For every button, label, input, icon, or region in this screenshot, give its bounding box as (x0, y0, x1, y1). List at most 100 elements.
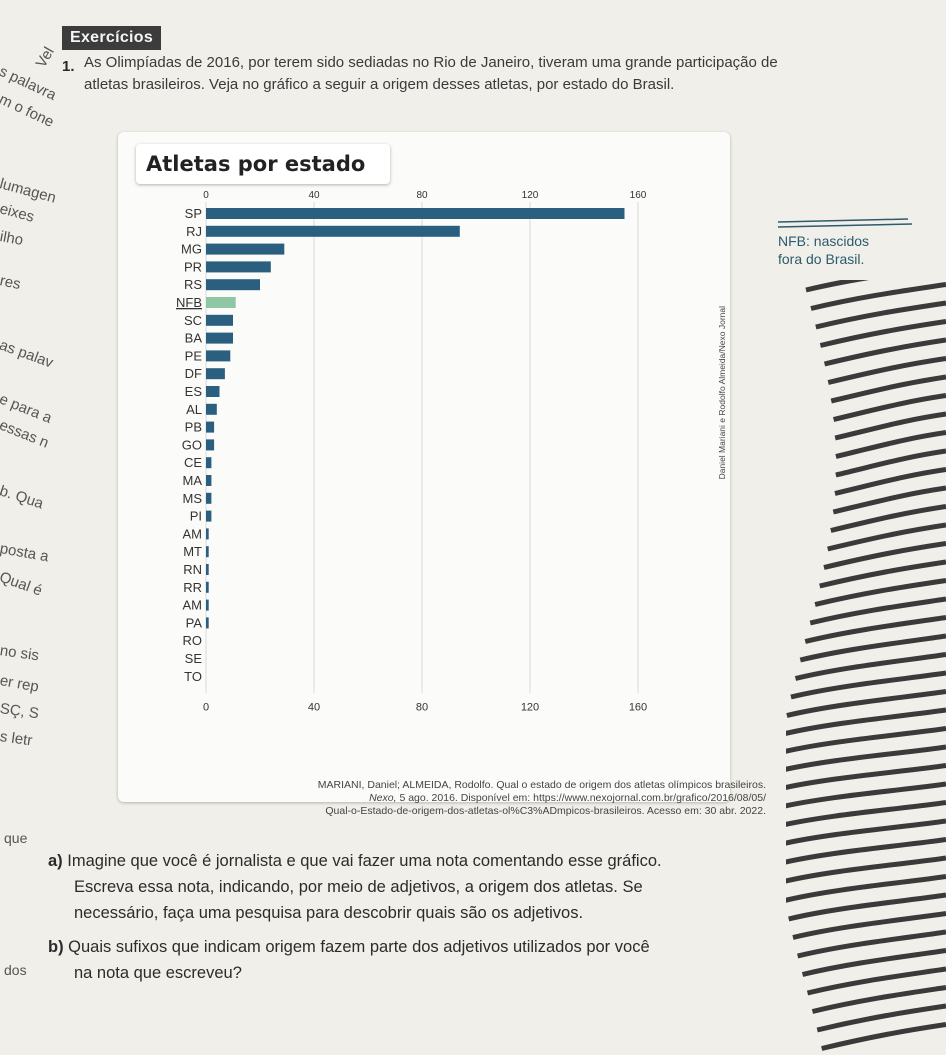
bar (206, 546, 209, 558)
x-tick-label-top: 120 (522, 190, 539, 201)
category-label: MA (183, 473, 203, 488)
category-label: MT (183, 544, 202, 559)
x-tick-label-top: 40 (308, 190, 320, 201)
margin-bleed-text: Vel s palavra m o fone lumagen eixes ilho res a… (0, 44, 90, 810)
decorative-stripes (786, 280, 946, 1051)
bar-chart: 0 0 40 40 80 80 120 120 160 160 SP RJ MG PR RS NFB SC BA P… (176, 190, 647, 714)
citation-source: Nexo, (369, 792, 397, 804)
chart-credit: Daniel Mariani e Rodolfo Almeida/Nexo Jo… (717, 306, 727, 480)
stripe (832, 485, 946, 515)
category-label: DF (185, 366, 202, 381)
stripe (835, 430, 946, 459)
exercises-tag: Exercícios (62, 26, 162, 50)
bar (206, 581, 209, 593)
stripe (786, 874, 946, 903)
margin-word-2: dos (4, 962, 27, 978)
margin-fragment: s letr (0, 728, 34, 750)
stripe (786, 689, 946, 718)
bar (206, 421, 215, 433)
item-a-line-1: a) Imagine que você é jornalista e que v… (48, 849, 662, 873)
margin-fragment: er rep (0, 672, 41, 696)
question-number: 1. (62, 58, 75, 75)
stripe (819, 319, 946, 348)
category-label: AM (183, 598, 203, 613)
citation-line-2: Nexo, 5 ago. 2016. Disponível em: https:… (120, 792, 766, 805)
x-tick-label-bottom: 120 (521, 702, 539, 714)
stripe (834, 467, 946, 496)
stripe (811, 985, 946, 1014)
category-label: MS (183, 491, 203, 506)
margin-fragment: Qual é (0, 568, 45, 600)
category-label: SE (185, 651, 203, 666)
category-label: CE (184, 455, 202, 470)
margin-fragment: SÇ, S (0, 700, 40, 723)
stripe (832, 393, 946, 422)
bar (206, 314, 233, 326)
margin-fragment: posta a (0, 540, 50, 566)
x-tick-label-bottom: 80 (416, 702, 428, 714)
category-label: AL (186, 402, 202, 417)
item-b-text-1: Quais sufixos que indicam origem fazem p… (63, 938, 650, 956)
category-label: MG (181, 242, 202, 257)
chart-title: Atletas por estado (146, 152, 366, 176)
stripe (804, 615, 946, 644)
item-a-line-3: necessário, faça uma pesquisa para desco… (74, 904, 584, 922)
item-b-line-1: b) Quais sufixos que indicam origem faze… (48, 935, 650, 959)
category-label: AM (183, 526, 203, 541)
citation-line-3: Qual-o-Estado-de-origem-dos-atletas-ol%C… (325, 805, 766, 817)
stripe (809, 596, 946, 626)
category-label: SC (184, 313, 202, 328)
bar (206, 386, 220, 397)
citation-url: 5 ago. 2016. Disponível em: https://www.… (396, 792, 766, 804)
bar (206, 492, 212, 504)
category-label: PE (185, 348, 203, 363)
stripe (830, 374, 946, 404)
chart-title-box: Atletas por estado (136, 144, 390, 184)
item-a-line-2: Escreva essa nota, indicando, por meio d… (74, 878, 643, 896)
stripe (835, 448, 946, 478)
nfb-note: NFB: nascidos fora do Brasil. (778, 218, 912, 268)
category-label: PI (190, 509, 202, 524)
stripe (819, 559, 946, 589)
bar (206, 243, 285, 255)
nfb-line-1: NFB: nascidos (778, 233, 870, 249)
stripe (790, 670, 946, 700)
stripe (788, 892, 946, 922)
nfb-line-2: fora do Brasil. (778, 251, 865, 267)
x-tick-label-bottom: 160 (629, 702, 647, 714)
margin-fragment: eixes (0, 200, 37, 226)
category-label: NFB (176, 295, 202, 310)
stripe (827, 356, 946, 385)
stripe (786, 707, 946, 736)
bar (206, 279, 260, 291)
x-tick-label-bottom: 0 (203, 702, 209, 714)
category-label: PA (186, 615, 203, 630)
category-label: ES (185, 384, 203, 399)
stripe (815, 300, 946, 330)
note-lines (778, 218, 912, 228)
stripe (821, 1022, 946, 1051)
stripe (786, 763, 946, 790)
margin-fragment: as palav (0, 336, 56, 372)
citation-line-1: MARIANI, Daniel; ALMEIDA, Rodolfo. Qual … (317, 779, 766, 791)
category-label: RR (183, 580, 202, 595)
stripe (806, 966, 946, 996)
stripe (810, 282, 946, 311)
margin-fragment: no sis (0, 642, 40, 665)
x-tick-label-top: 0 (203, 190, 209, 201)
stripe (827, 522, 946, 552)
stripe (794, 652, 946, 681)
category-label: RO (183, 633, 203, 648)
item-a-text-1: Imagine que você é jornalista e que vai … (62, 852, 662, 870)
stripe (792, 911, 946, 940)
bar (206, 261, 271, 273)
category-label: PB (185, 420, 202, 435)
item-b-line-2: na nota que escreveu? (74, 964, 242, 982)
stripe (786, 855, 946, 884)
margin-fragment: Vel (32, 44, 58, 71)
category-label: RN (183, 562, 202, 577)
stripe (816, 1003, 946, 1033)
category-label: TO (184, 669, 202, 684)
category-label: PR (184, 259, 202, 274)
